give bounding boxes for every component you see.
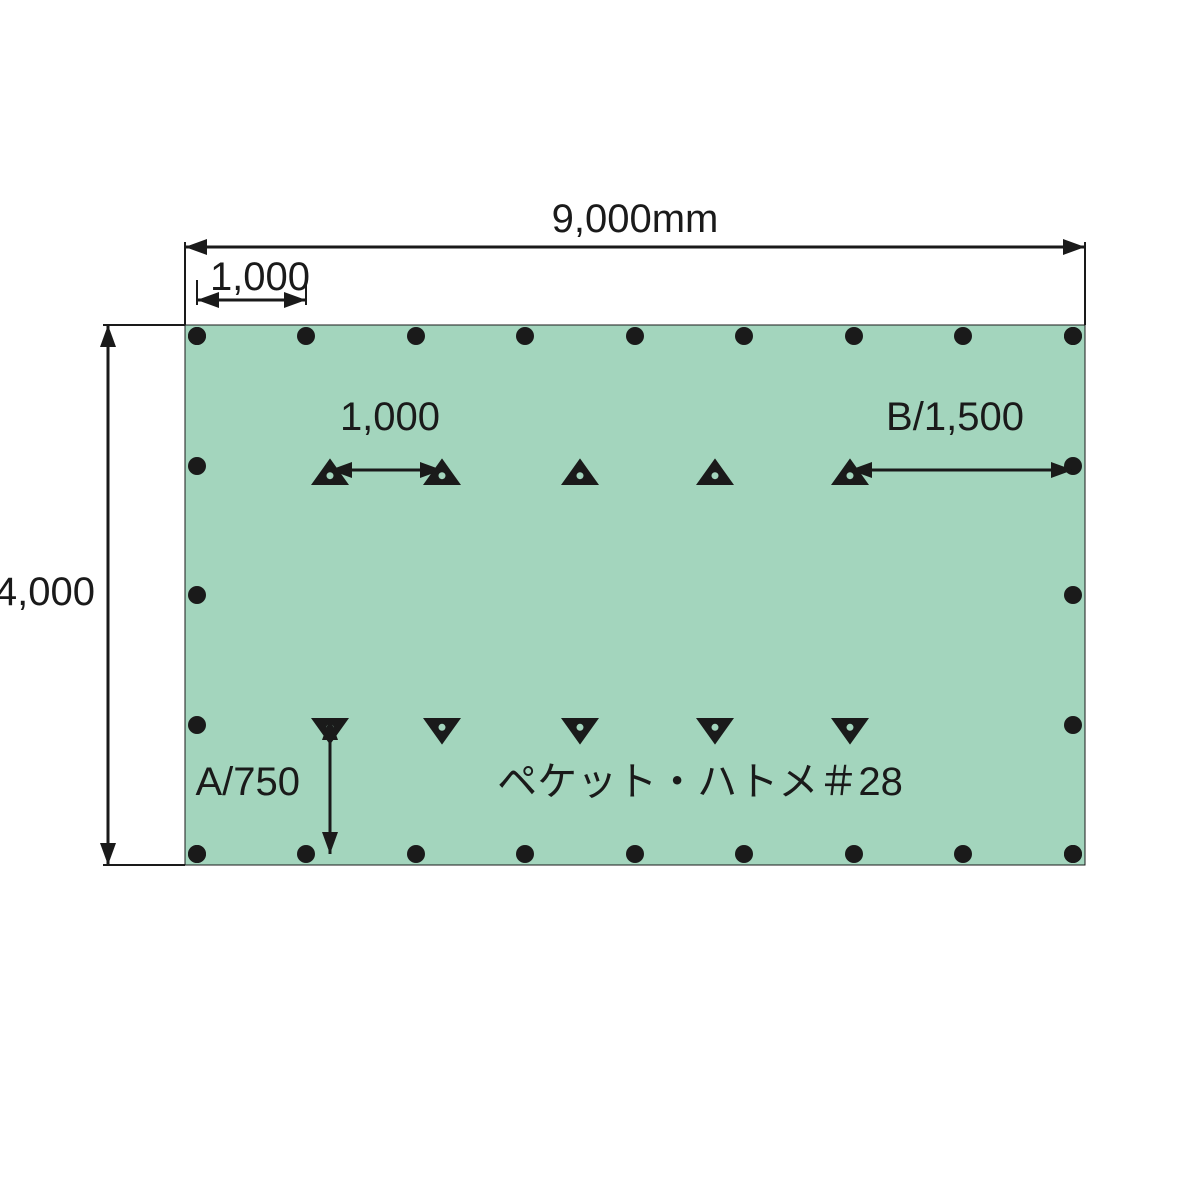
grommet — [1064, 845, 1082, 863]
grommet — [188, 457, 206, 475]
grommet — [297, 845, 315, 863]
grommet — [626, 327, 644, 345]
grommet — [1064, 327, 1082, 345]
grommet — [297, 327, 315, 345]
grommet — [407, 327, 425, 345]
tarp-diagram: 9,000mm 1,000 1,000 B/1,500 4,000 A/750 ペケット・ハ… — [0, 0, 1200, 1200]
triangle-hole — [439, 472, 446, 479]
grommet — [188, 327, 206, 345]
triangle-hole — [577, 724, 584, 731]
grommet — [954, 327, 972, 345]
grommet — [407, 845, 425, 863]
grommet — [188, 716, 206, 734]
grommet — [188, 586, 206, 604]
grommet — [626, 845, 644, 863]
grommet — [735, 327, 753, 345]
label-b-dim: B/1,500 — [886, 395, 1024, 439]
grommet — [845, 327, 863, 345]
triangle-hole — [847, 472, 854, 479]
triangle-hole — [439, 724, 446, 731]
label-a-dim: A/750 — [195, 760, 300, 804]
grommet — [516, 845, 534, 863]
triangle-hole — [712, 472, 719, 479]
grommet — [516, 327, 534, 345]
grommet — [735, 845, 753, 863]
triangle-hole — [847, 724, 854, 731]
grommet — [954, 845, 972, 863]
grommet — [1064, 586, 1082, 604]
label-triangle-pitch: 1,000 — [340, 395, 440, 439]
label-note: ペケット・ハトメ＃28 — [497, 760, 903, 804]
grommet — [188, 845, 206, 863]
label-total-height: 4,000 — [0, 570, 95, 614]
triangle-hole — [712, 724, 719, 731]
grommet — [1064, 716, 1082, 734]
label-grommet-pitch: 1,000 — [210, 255, 310, 299]
triangle-hole — [577, 472, 584, 479]
label-total-width: 9,000mm — [552, 197, 719, 241]
triangle-hole — [327, 472, 334, 479]
grommet — [845, 845, 863, 863]
grommet — [1064, 457, 1082, 475]
